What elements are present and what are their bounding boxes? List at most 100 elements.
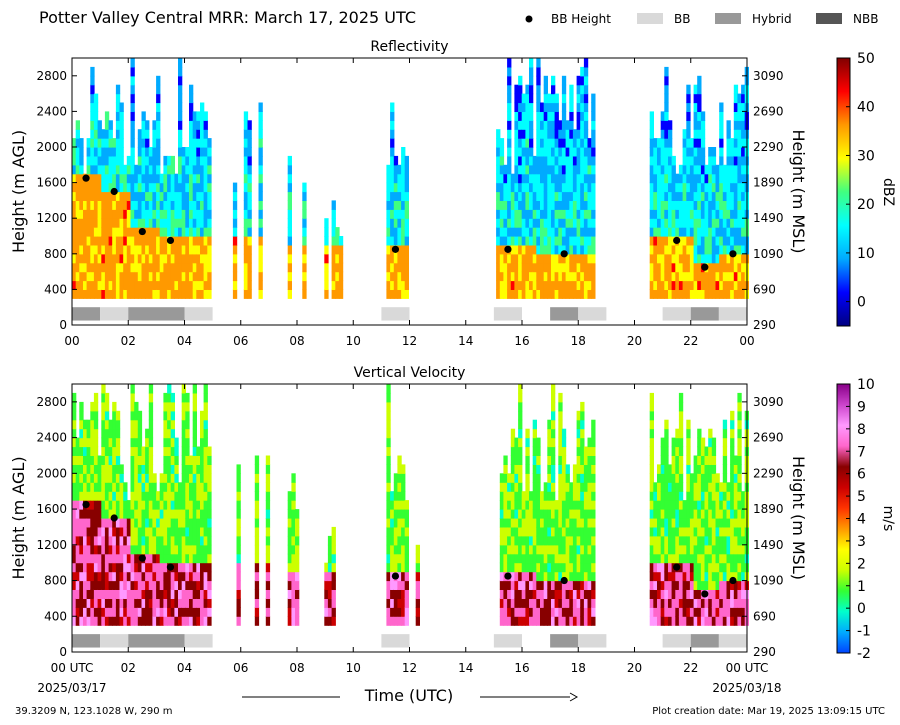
heatmap-cell bbox=[572, 289, 578, 299]
heatmap-cell bbox=[386, 491, 391, 501]
heatmap-cell bbox=[181, 236, 186, 246]
heatmap-cell bbox=[126, 289, 132, 299]
heatmap-cell bbox=[668, 509, 673, 519]
heatmap-cell bbox=[287, 607, 292, 617]
heatmap-cell bbox=[587, 500, 592, 510]
heatmap-cell bbox=[123, 500, 128, 510]
heatmap-cell bbox=[664, 164, 669, 175]
heatmap-cell bbox=[90, 535, 95, 546]
heatmap-cell bbox=[167, 455, 172, 465]
heatmap-cell bbox=[90, 526, 95, 537]
bb-height-point bbox=[166, 236, 175, 245]
heatmap-cell bbox=[119, 191, 124, 201]
heatmap-cell bbox=[401, 473, 406, 483]
heatmap-cell bbox=[569, 200, 574, 210]
x-axis-ticks: 00 UTC 02 04 06 08 10 12 14 16 18 20 22 00 UTC bbox=[51, 384, 768, 675]
heatmap-cell bbox=[525, 428, 530, 439]
heatmap-cell bbox=[386, 446, 391, 456]
heatmap-cell bbox=[693, 155, 698, 166]
heatmap-cell bbox=[104, 428, 110, 439]
heatmap-cell bbox=[93, 155, 99, 166]
heatmap-cell bbox=[686, 84, 691, 95]
heatmap-cell bbox=[185, 182, 190, 193]
heatmap-cell bbox=[101, 218, 106, 228]
heatmap-cell bbox=[254, 500, 260, 510]
heatmap-cell bbox=[697, 111, 702, 121]
heatmap-cell bbox=[580, 535, 585, 546]
heatmap-cell bbox=[503, 218, 508, 228]
heatmap-cell bbox=[576, 598, 581, 608]
heatmap-cell bbox=[733, 173, 739, 184]
heatmap-cell bbox=[591, 428, 596, 439]
heatmap-cell bbox=[126, 209, 132, 219]
heatmap-cell bbox=[404, 526, 409, 537]
heatmap-cell bbox=[112, 562, 117, 573]
bb-height-point bbox=[560, 576, 568, 585]
heatmap-cell bbox=[708, 280, 713, 290]
heatmap-cell bbox=[547, 518, 552, 528]
heatmap-cell bbox=[415, 571, 420, 582]
heatmap-cell bbox=[737, 155, 742, 166]
heatmap-cell bbox=[697, 271, 702, 282]
heatmap-cell bbox=[704, 598, 709, 608]
heatmap-cell bbox=[678, 500, 684, 510]
heatmap-cell bbox=[730, 262, 735, 273]
heatmap-cell bbox=[583, 147, 589, 157]
heatmap-cell bbox=[397, 191, 402, 201]
heatmap-cell bbox=[697, 227, 702, 237]
heatmap-cell bbox=[75, 562, 80, 573]
heatmap-cell bbox=[145, 218, 150, 228]
heatmap-cell bbox=[543, 75, 548, 86]
heatmap-cell bbox=[258, 289, 263, 299]
heatmap-cell bbox=[123, 607, 128, 617]
heatmap-cell bbox=[664, 155, 669, 166]
heatmap-cell bbox=[79, 589, 84, 599]
heatmap-cell bbox=[580, 598, 585, 608]
heatmap-cell bbox=[137, 491, 143, 501]
heatmap-cell bbox=[174, 200, 179, 210]
heatmap-cell bbox=[719, 607, 724, 617]
heatmap-cell bbox=[649, 589, 654, 599]
heatmap-cell bbox=[543, 209, 548, 219]
heatmap-cell bbox=[700, 173, 706, 184]
heatmap-cell bbox=[174, 209, 179, 219]
heatmap-cell bbox=[287, 553, 292, 564]
heatmap-cell bbox=[551, 164, 556, 175]
heatmap-cell bbox=[163, 209, 168, 219]
heatmap-cell bbox=[178, 111, 183, 121]
heatmap-cell bbox=[331, 253, 336, 264]
heatmap-cell bbox=[93, 491, 99, 501]
heatmap-cell bbox=[569, 111, 574, 121]
heatmap-cell bbox=[543, 218, 548, 228]
heatmap-cell bbox=[393, 280, 399, 290]
heatmap-cell bbox=[393, 509, 399, 519]
heatmap-cell bbox=[130, 553, 135, 564]
heatmap-cell bbox=[390, 535, 395, 546]
heatmap-cell bbox=[324, 280, 329, 290]
heatmap-cell bbox=[148, 209, 154, 219]
heatmap-cell bbox=[514, 598, 519, 608]
heatmap-cell bbox=[682, 518, 687, 528]
heatmap-cell bbox=[525, 509, 530, 519]
heatmap-cell bbox=[243, 289, 249, 299]
heatmap-cell bbox=[587, 607, 592, 617]
bb-type-bb bbox=[662, 307, 691, 321]
heatmap-cell bbox=[79, 562, 84, 573]
heatmap-cell bbox=[518, 482, 523, 492]
heatmap-cell bbox=[174, 553, 179, 564]
heatmap-cell bbox=[83, 491, 88, 501]
heatmap-cell bbox=[331, 589, 336, 599]
heatmap-cell bbox=[141, 607, 146, 617]
heatmap-cell bbox=[174, 218, 179, 228]
heatmap-cell bbox=[540, 253, 545, 264]
heatmap-cell bbox=[327, 535, 333, 546]
heatmap-cell bbox=[185, 589, 190, 599]
heatmap-cell bbox=[170, 244, 175, 255]
heatmap-cell bbox=[287, 262, 292, 273]
heatmap-cell bbox=[141, 191, 146, 201]
heatmap-cell bbox=[258, 280, 263, 290]
heatmap-cell bbox=[181, 147, 186, 157]
heatmap-cell bbox=[726, 164, 731, 175]
heatmap-cell bbox=[525, 191, 530, 201]
heatmap-cell bbox=[518, 75, 523, 86]
